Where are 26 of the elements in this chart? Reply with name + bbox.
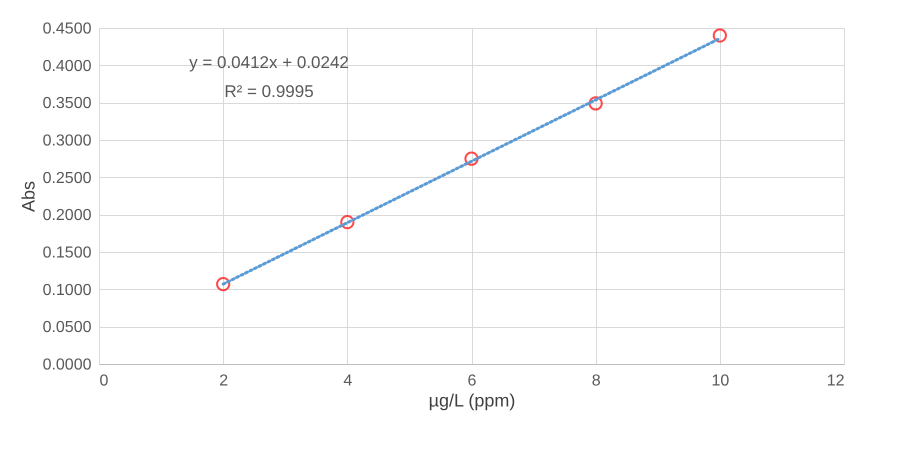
x-tick-label: 2 [219, 372, 228, 390]
point [216, 276, 230, 292]
x-tick-label: 6 [468, 372, 477, 390]
y-axis-title: Abs [18, 180, 39, 212]
point [712, 28, 727, 43]
x-tick-label: 12 [826, 372, 845, 390]
annotation: y = 0.0412x + 0.0242 [189, 53, 349, 72]
y-tick-label: 0.1000 [42, 282, 92, 299]
y-tick-label: 0.0500 [42, 319, 92, 336]
x-tick-label: 8 [592, 372, 601, 390]
y-tick-label: 0.1500 [42, 244, 92, 262]
y-tick-label: 0.4500 [42, 20, 92, 38]
y-tick-label: 0.2500 [42, 170, 92, 187]
y-tick-label: 0.2000 [42, 207, 92, 224]
x-axis-title: µg/L (ppm) [428, 390, 516, 410]
point [340, 215, 354, 230]
y-tick-label: 0.0000 [42, 356, 92, 374]
x-tick-label: 0 [100, 372, 108, 390]
y-tick-label: 0.4000 [42, 58, 92, 75]
point [464, 152, 479, 166]
x-tick-label: 10 [711, 372, 730, 390]
y-tick-label: 0.3500 [42, 95, 92, 112]
point [588, 96, 603, 111]
x-tick-label: 4 [343, 372, 352, 390]
y-tick-label: 0.3000 [42, 132, 92, 150]
annotation: R² = 0.9995 [224, 82, 314, 101]
